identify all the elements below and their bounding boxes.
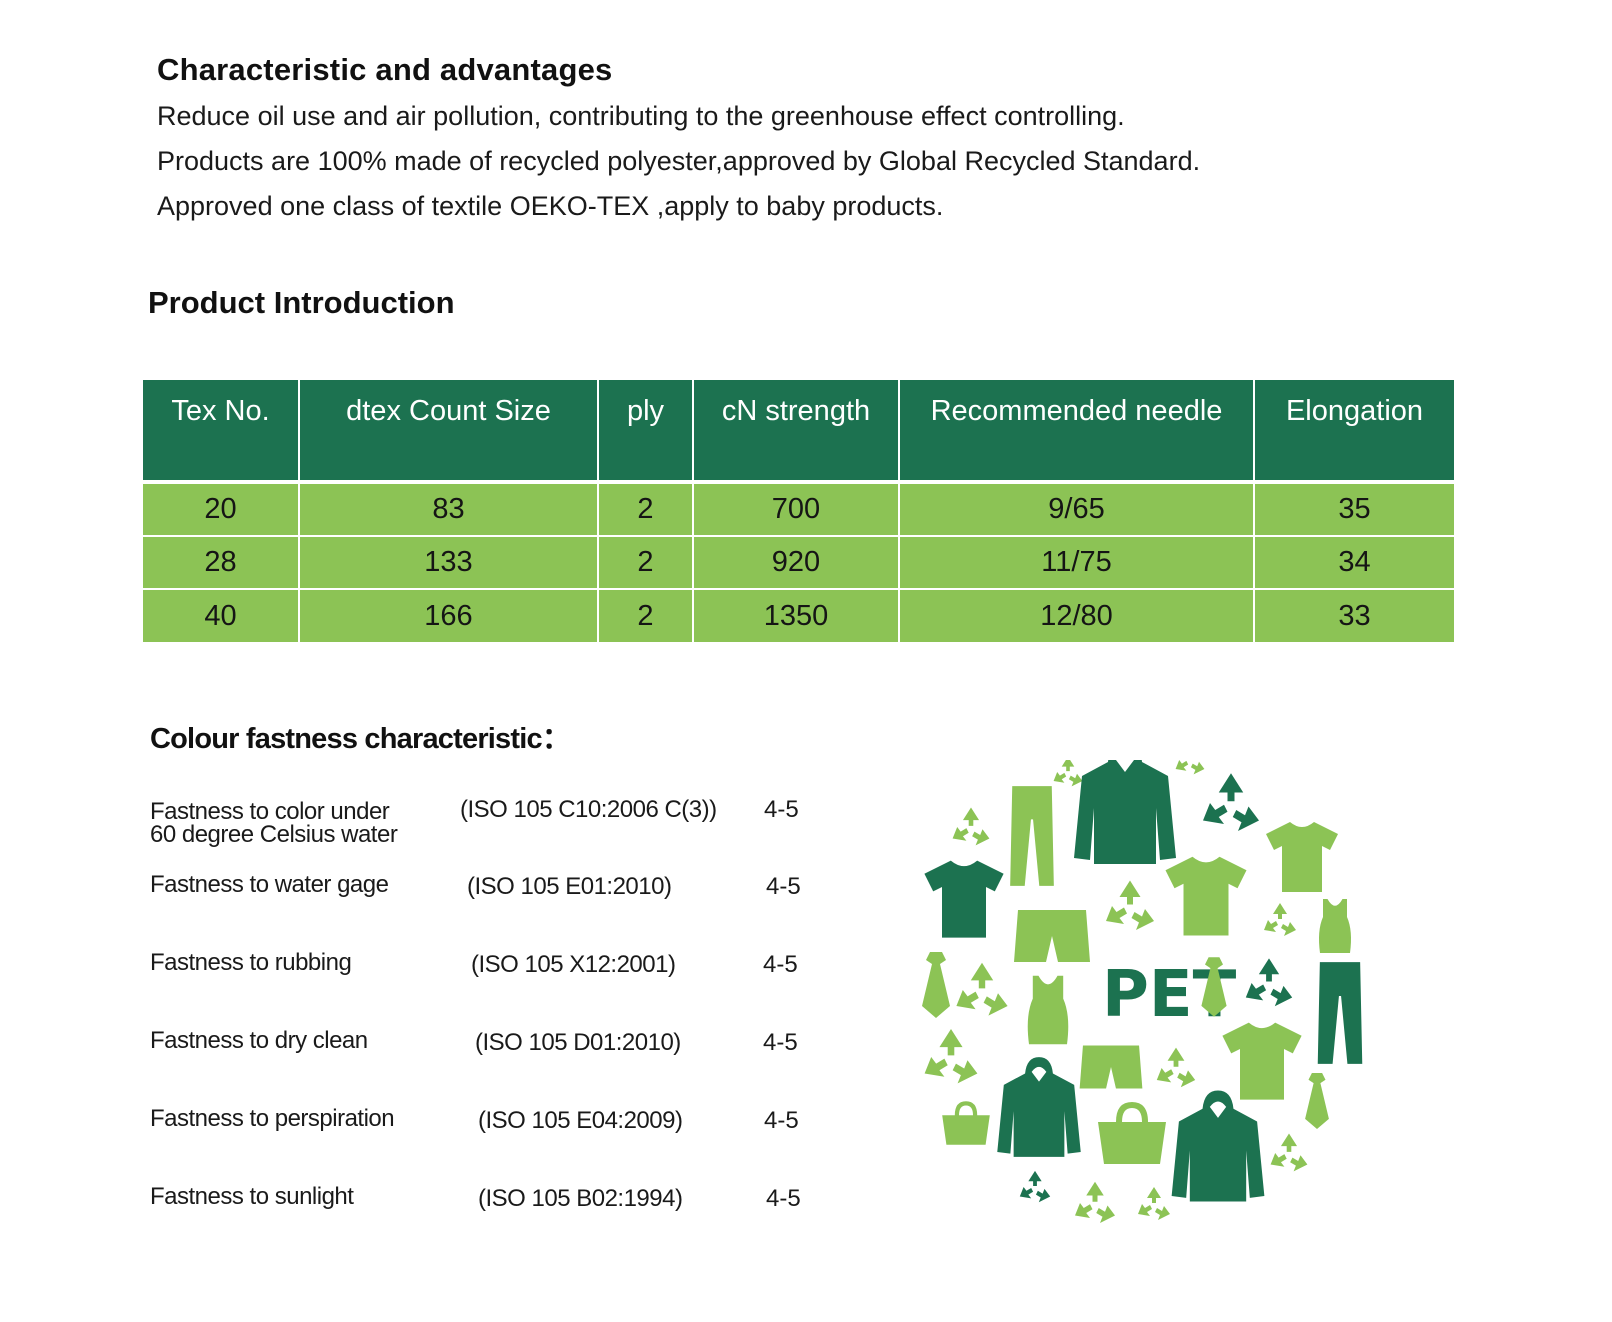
recycle-icon [1175, 760, 1205, 775]
fastness-item-name: Fastness to water gage [150, 871, 389, 898]
recycle-icon [1019, 1170, 1051, 1203]
table-cell: 35 [1255, 484, 1454, 535]
jacket-icon [1171, 1090, 1265, 1202]
fastness-grade: 4-5 [763, 1029, 798, 1056]
recycle-icon [1270, 1133, 1308, 1172]
recycle-icon [1156, 1047, 1196, 1088]
table-cell: 33 [1255, 590, 1454, 642]
advantage-line: Reduce oil use and air pollution, contri… [157, 101, 1125, 131]
fastness-item-name: Fastness to sunlight [150, 1183, 354, 1210]
tank-top-icon [1027, 975, 1069, 1045]
recycle-icon [1245, 958, 1293, 1007]
product-introduction-heading: Product Introduction [148, 285, 455, 320]
advantage-line: Approved one class of textile OEKO-TEX ,… [157, 191, 944, 221]
table-cell: 133 [300, 537, 597, 588]
fastness-grade: 4-5 [764, 1107, 799, 1134]
shorts-icon [1014, 910, 1090, 962]
fastness-standard: (ISO 105 E01:2010) [467, 873, 672, 900]
table-cell: 700 [694, 484, 898, 535]
colour-fastness-heading: Colour fastness characteristic： [150, 723, 571, 755]
jacket-icon [997, 1057, 1081, 1157]
table-cell: 83 [300, 484, 597, 535]
bag-icon [942, 1101, 990, 1145]
product-spec-table: Tex No. dtex Count Size ply cN strength … [143, 380, 1454, 642]
tshirt-icon [1266, 822, 1338, 892]
column-header-needle: Recommended needle [900, 380, 1253, 480]
jeans-icon [1317, 962, 1363, 1064]
column-header-elongation: Elongation [1255, 380, 1454, 480]
pants-icon [1010, 786, 1054, 886]
table-cell: 9/65 [900, 484, 1253, 535]
fastness-grade: 4-5 [764, 796, 799, 823]
fastness-standard: (ISO 105 D01:2010) [475, 1029, 681, 1056]
table-cell: 40 [143, 590, 298, 642]
fastness-name-line: Fastness to color under [150, 798, 390, 825]
tie-icon [922, 952, 950, 1018]
table-cell: 166 [300, 590, 597, 642]
table-cell: 12/80 [900, 590, 1253, 642]
fastness-standard: (ISO 105 E04:2009) [478, 1107, 683, 1134]
table-cell: 2 [599, 590, 692, 642]
recycle-icon [1075, 1181, 1115, 1223]
column-header-dtex: dtex Count Size [300, 380, 597, 480]
fastness-name-line: 60 degree Celsius water [150, 821, 398, 848]
recycle-icon [1138, 1187, 1170, 1220]
fastness-grade: 4-5 [766, 1185, 801, 1212]
fastness-standard: (ISO 105 C10:2006 C(3)) [460, 796, 717, 823]
fastness-standard: (ISO 105 X12:2001) [471, 951, 676, 978]
recycle-icon [1106, 880, 1154, 930]
fastness-item-name: Fastness to color under 60 degree Celsiu… [150, 798, 398, 848]
table-cell: 28 [143, 537, 298, 588]
fastness-item-name: Fastness to rubbing [150, 949, 352, 976]
jacket-icon [1074, 760, 1176, 864]
recycle-icon [1203, 773, 1259, 831]
fastness-standard: (ISO 105 B02:1994) [478, 1185, 683, 1212]
recycle-icon [1264, 903, 1296, 936]
recycle-icon [924, 1028, 978, 1084]
advantage-line: Products are 100% made of recycled polye… [157, 146, 1201, 176]
bag-icon [1098, 1102, 1166, 1164]
table-cell: 2 [599, 537, 692, 588]
pet-recycling-illustration: PET [922, 760, 1363, 1223]
tshirt-icon [1222, 1022, 1302, 1100]
recycle-icon [956, 962, 1008, 1016]
table-cell: 920 [694, 537, 898, 588]
column-header-tex-no: Tex No. [143, 380, 298, 480]
table-cell: 11/75 [900, 537, 1253, 588]
tshirt-icon [924, 860, 1004, 938]
fastness-item-name: Fastness to perspiration [150, 1105, 395, 1132]
column-header-ply: ply [599, 380, 692, 480]
column-header-strength: cN strength [694, 380, 898, 480]
tie-icon [1305, 1072, 1329, 1130]
table-cell: 34 [1255, 537, 1454, 588]
recycle-icon [1053, 760, 1083, 787]
shorts-icon [1079, 1045, 1143, 1089]
tank-top-icon [1319, 899, 1351, 953]
table-cell: 20 [143, 484, 298, 535]
fastness-item-name: Fastness to dry clean [150, 1027, 368, 1054]
table-cell: 1350 [694, 590, 898, 642]
fastness-grade: 4-5 [766, 873, 801, 900]
fastness-grade: 4-5 [763, 951, 798, 978]
characteristic-heading: Characteristic and advantages [157, 52, 613, 87]
recycle-icon [952, 807, 990, 846]
blouse-icon [1165, 856, 1247, 936]
table-cell: 2 [599, 484, 692, 535]
